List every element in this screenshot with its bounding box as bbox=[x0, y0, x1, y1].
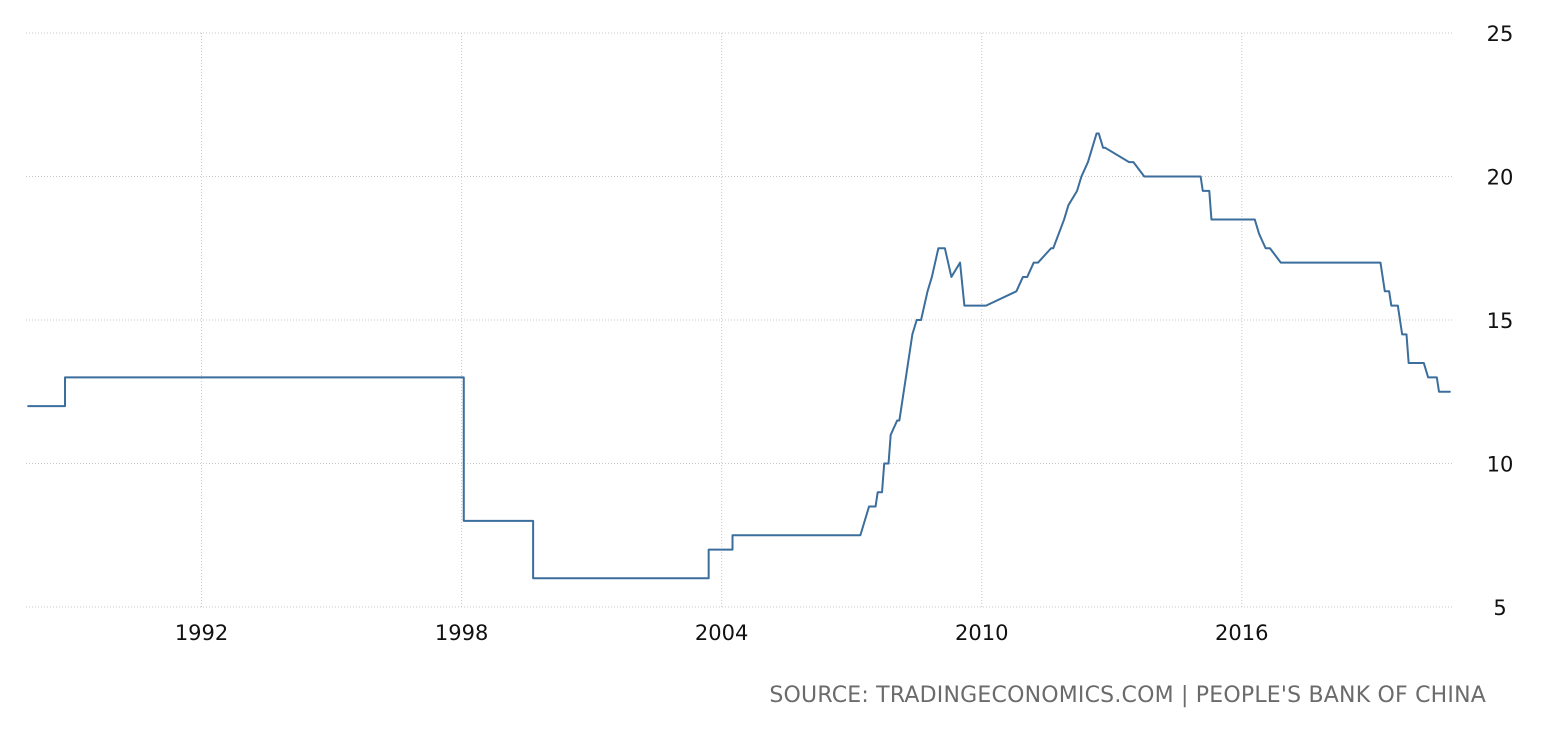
y-tick-label-15: 15 bbox=[1487, 309, 1514, 333]
series-line-0 bbox=[27, 132, 1451, 580]
y-tick-label-20: 20 bbox=[1487, 166, 1514, 190]
y-axis-tick-labels: 5 10 15 20 25 bbox=[1487, 22, 1514, 620]
x-tick-label-2010: 2010 bbox=[955, 621, 1008, 645]
x-tick-label-2016: 2016 bbox=[1215, 621, 1268, 645]
series-group bbox=[27, 132, 1451, 580]
x-tick-label-1992: 1992 bbox=[175, 621, 228, 645]
y-gridlines bbox=[26, 32, 1452, 608]
x-tick-label-2004: 2004 bbox=[695, 621, 748, 645]
y-tick-label-10: 10 bbox=[1487, 453, 1514, 477]
x-tick-label-1998: 1998 bbox=[435, 621, 488, 645]
y-tick-label-5: 5 bbox=[1493, 596, 1506, 620]
x-axis-tick-labels: 1992 1998 2004 2010 2016 bbox=[175, 621, 1269, 645]
y-tick-label-25: 25 bbox=[1487, 22, 1514, 46]
source-note: SOURCE: TRADINGECONOMICS.COM | PEOPLE'S … bbox=[769, 683, 1486, 708]
